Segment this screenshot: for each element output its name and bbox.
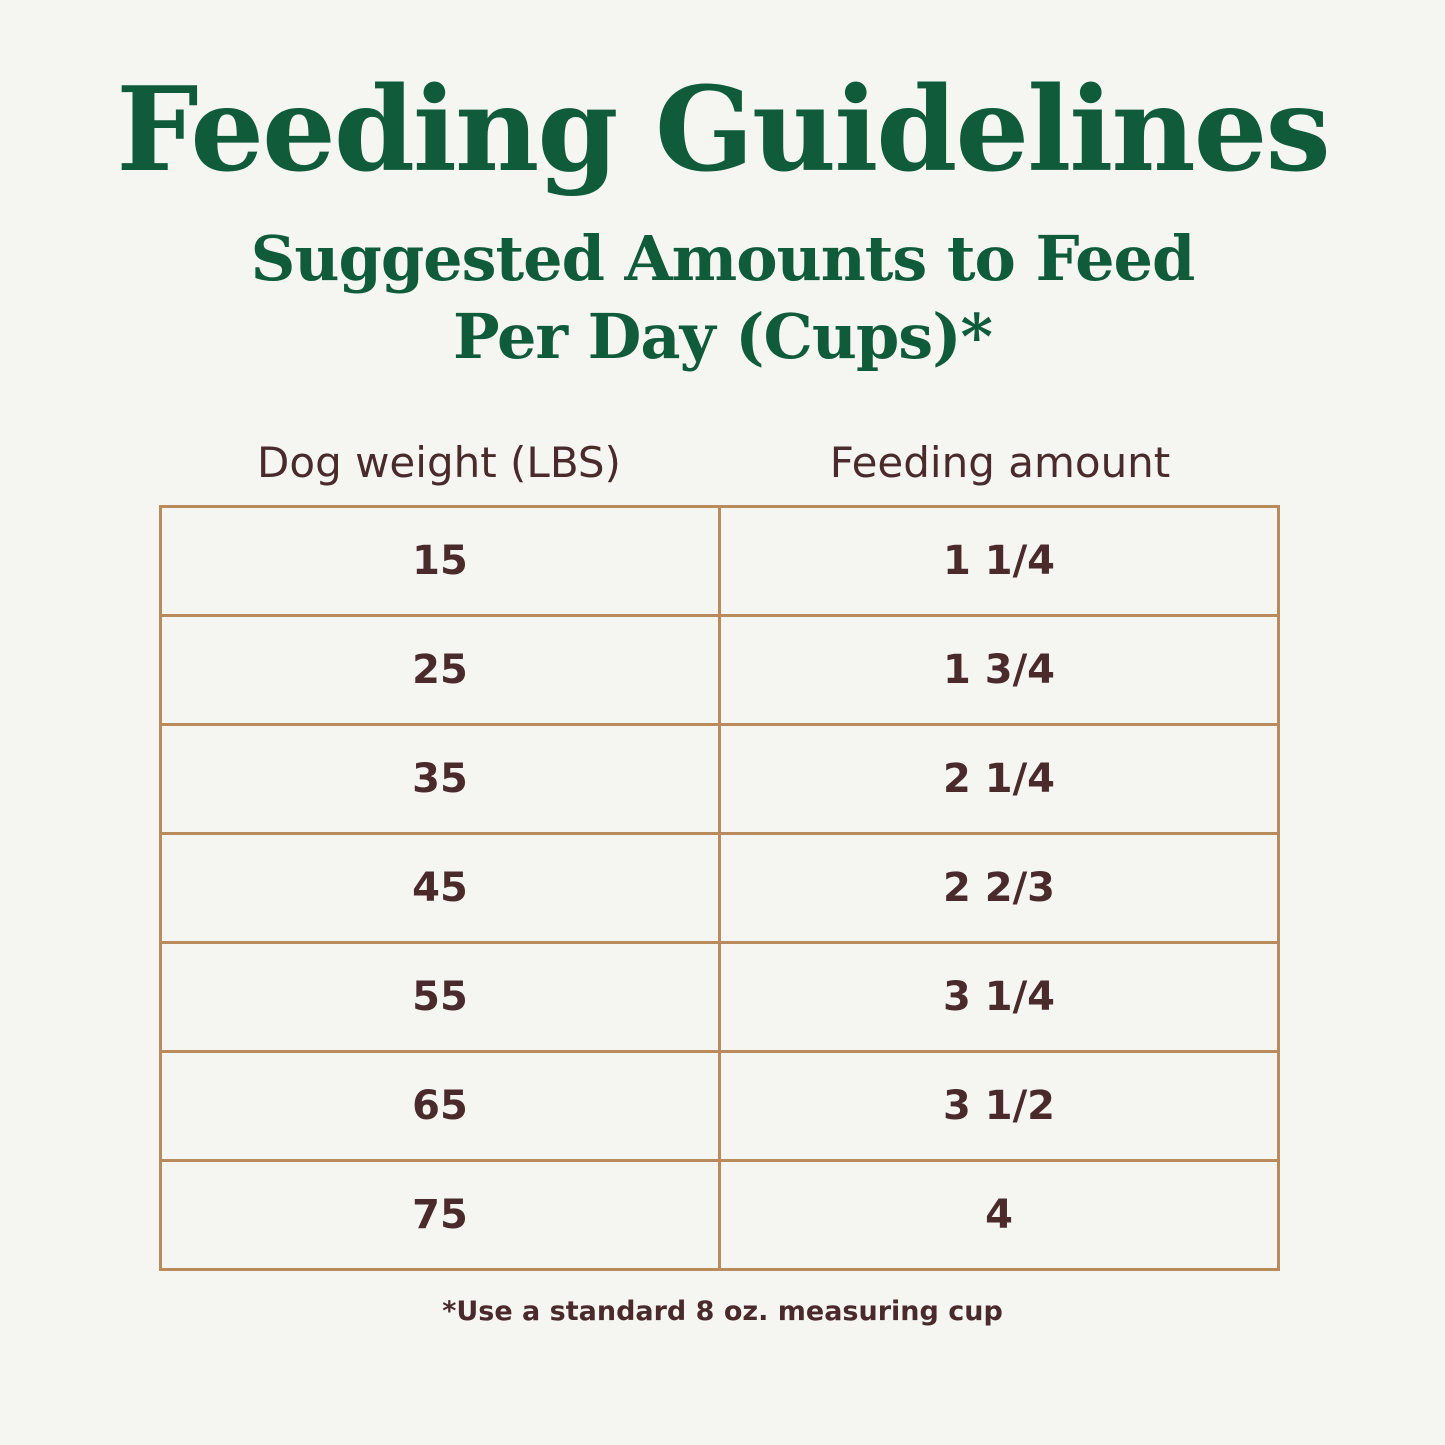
table-row: 55 3 1/4 xyxy=(159,941,1280,1053)
table-cell: 65 xyxy=(159,1050,721,1162)
table-cell: 3 1/4 xyxy=(718,941,1280,1053)
feeding-table: 15 1 1/4 25 1 3/4 35 2 1/4 45 2 2/3 55 3 1/4 65 3 1… xyxy=(159,505,1280,1271)
table-cell: 45 xyxy=(159,832,721,944)
table-row: 25 1 3/4 xyxy=(159,614,1280,726)
table-row: 35 2 1/4 xyxy=(159,723,1280,835)
table-row: 75 4 xyxy=(159,1159,1280,1271)
subtitle: Suggested Amounts to Feed xyxy=(250,222,1196,295)
column-header: Dog weight (LBS) xyxy=(257,438,621,487)
table-cell: 1 1/4 xyxy=(718,505,1280,617)
table-cell: 3 1/2 xyxy=(718,1050,1280,1162)
table-cell: 25 xyxy=(159,614,721,726)
footnote: *Use a standard 8 oz. measuring cup xyxy=(442,1296,1003,1327)
table-cell: 4 xyxy=(718,1159,1280,1271)
table-cell: 55 xyxy=(159,941,721,1053)
table-cell: 2 2/3 xyxy=(718,832,1280,944)
table-cell: 1 3/4 xyxy=(718,614,1280,726)
column-header: Feeding amount xyxy=(829,438,1171,487)
subtitle: Per Day (Cups)* xyxy=(453,300,993,373)
table-cell: 75 xyxy=(159,1159,721,1271)
table-cell: 2 1/4 xyxy=(718,723,1280,835)
table-row: 15 1 1/4 xyxy=(159,505,1280,617)
title: Feeding Guidelines xyxy=(116,62,1331,198)
table-row: 65 3 1/2 xyxy=(159,1050,1280,1162)
table-row: 45 2 2/3 xyxy=(159,832,1280,944)
table-cell: 35 xyxy=(159,723,721,835)
table-cell: 15 xyxy=(159,505,721,617)
